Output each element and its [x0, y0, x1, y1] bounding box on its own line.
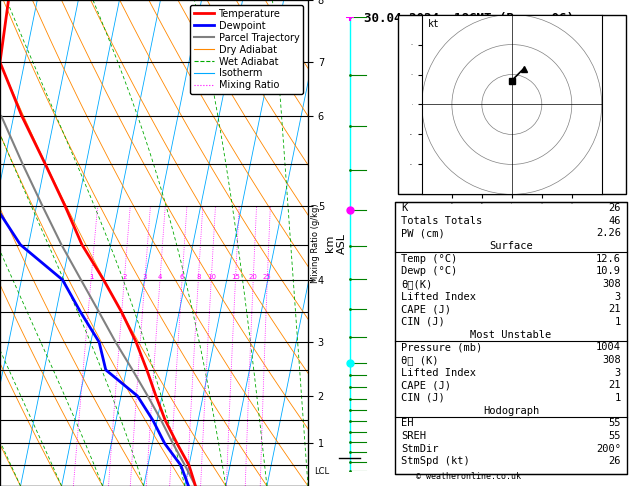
Text: SREH: SREH	[401, 431, 426, 441]
Text: 1: 1	[615, 317, 621, 327]
Text: 20: 20	[249, 274, 258, 280]
Text: 26: 26	[608, 203, 621, 213]
Text: 26: 26	[608, 456, 621, 466]
Text: CAPE (J): CAPE (J)	[401, 304, 451, 314]
Text: 3: 3	[143, 274, 147, 280]
Text: 21: 21	[608, 380, 621, 390]
Text: θᴄ (K): θᴄ (K)	[401, 355, 438, 365]
Text: Dewp (°C): Dewp (°C)	[401, 266, 457, 277]
Text: 308: 308	[602, 279, 621, 289]
Text: 1004: 1004	[596, 342, 621, 352]
Text: 55: 55	[608, 431, 621, 441]
Text: StmSpd (kt): StmSpd (kt)	[401, 456, 470, 466]
Text: Totals Totals: Totals Totals	[401, 216, 482, 226]
Y-axis label: Mixing Ratio (g/kg): Mixing Ratio (g/kg)	[311, 203, 320, 283]
Text: LCL: LCL	[314, 467, 330, 476]
Text: 10: 10	[207, 274, 216, 280]
Text: Lifted Index: Lifted Index	[401, 367, 476, 378]
Text: 4: 4	[158, 274, 162, 280]
Text: 25: 25	[263, 274, 272, 280]
Text: 1: 1	[89, 274, 93, 280]
Y-axis label: km
ASL: km ASL	[325, 232, 347, 254]
Text: © weatheronline.co.uk: © weatheronline.co.uk	[416, 472, 521, 481]
Text: Temp (°C): Temp (°C)	[401, 254, 457, 263]
Text: 1: 1	[615, 393, 621, 403]
Text: 55: 55	[608, 418, 621, 428]
Text: 10.9: 10.9	[596, 266, 621, 277]
Text: 46: 46	[608, 216, 621, 226]
Text: Pressure (mb): Pressure (mb)	[401, 342, 482, 352]
Text: EH: EH	[401, 418, 414, 428]
Legend: Temperature, Dewpoint, Parcel Trajectory, Dry Adiabat, Wet Adiabat, Isotherm, Mi: Temperature, Dewpoint, Parcel Trajectory…	[191, 5, 303, 94]
Text: Surface: Surface	[489, 241, 533, 251]
Text: CAPE (J): CAPE (J)	[401, 380, 451, 390]
Text: 3: 3	[615, 292, 621, 302]
Bar	[394, 202, 627, 474]
Text: CIN (J): CIN (J)	[401, 393, 445, 403]
Text: θᴄ(K): θᴄ(K)	[401, 279, 432, 289]
Text: 12.6: 12.6	[596, 254, 621, 263]
Text: 15: 15	[231, 274, 240, 280]
Text: K: K	[401, 203, 408, 213]
Text: 3: 3	[615, 367, 621, 378]
Text: 6: 6	[180, 274, 184, 280]
Text: 21: 21	[608, 304, 621, 314]
Text: 308: 308	[602, 355, 621, 365]
Text: 30.04.2024  18GMT (Base: 06): 30.04.2024 18GMT (Base: 06)	[364, 12, 574, 25]
Text: CIN (J): CIN (J)	[401, 317, 445, 327]
Text: 200°: 200°	[596, 444, 621, 453]
Text: Lifted Index: Lifted Index	[401, 292, 476, 302]
Text: 2: 2	[122, 274, 126, 280]
Text: 8: 8	[196, 274, 201, 280]
Text: StmDir: StmDir	[401, 444, 438, 453]
Text: PW (cm): PW (cm)	[401, 228, 445, 238]
Text: 2.26: 2.26	[596, 228, 621, 238]
Text: Most Unstable: Most Unstable	[470, 330, 552, 340]
Text: Hodograph: Hodograph	[483, 405, 539, 416]
Bar	[398, 15, 626, 194]
